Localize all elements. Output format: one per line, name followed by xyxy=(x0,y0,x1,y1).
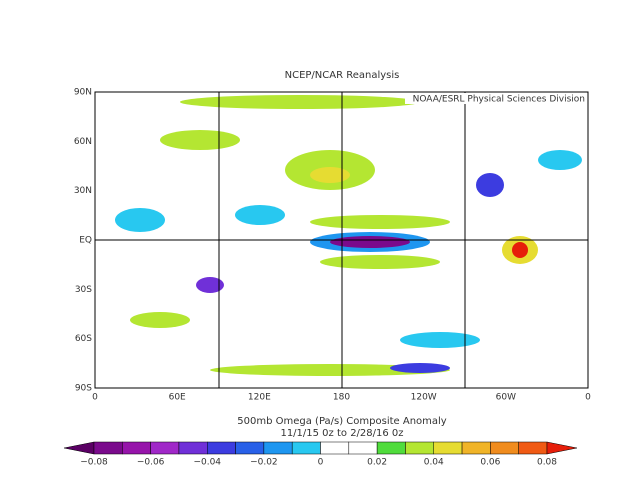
anomaly-fields xyxy=(115,95,582,376)
colorbar-tick-label: −0.04 xyxy=(193,458,221,468)
attribution: NOAA/ESRL Physical Sciences Division xyxy=(413,95,585,105)
colorbar-tick-label: 0.02 xyxy=(367,458,387,468)
lat-label: 30S xyxy=(75,285,92,295)
colorbar-swatch xyxy=(405,441,434,455)
lon-label: 0 xyxy=(585,393,591,403)
colorbar-tick-label: 0.06 xyxy=(480,458,500,468)
colorbar-swatch xyxy=(235,441,265,455)
map-frame xyxy=(94,91,589,389)
lon-label: 0 xyxy=(92,393,98,403)
lon-label: 180 xyxy=(333,393,350,403)
colorbar-swatch xyxy=(348,441,378,455)
lat-label: 60S xyxy=(75,334,92,344)
colorbar-swatch xyxy=(518,441,548,455)
colorbar-tick-label: −0.02 xyxy=(250,458,278,468)
lon-label: 60W xyxy=(496,393,516,403)
colorbar-swatch xyxy=(93,441,123,455)
colorbar-tick-label: 0 xyxy=(318,458,324,468)
colorbar-swatch xyxy=(291,441,321,455)
lon-label: 120E xyxy=(248,393,271,403)
colorbar-arrow xyxy=(63,441,95,455)
caption: 11/1/15 0z to 2/28/16 0z xyxy=(280,428,403,439)
caption: 500mb Omega (Pa/s) Composite Anomaly xyxy=(237,416,447,427)
colorbar-swatch xyxy=(122,441,151,455)
lon-label: 60E xyxy=(169,393,186,403)
colorbar-swatch xyxy=(178,441,208,455)
colorbar-swatch xyxy=(433,441,463,455)
colorbar-swatch xyxy=(150,441,180,455)
colorbar-swatch xyxy=(207,441,236,455)
lat-label: EQ xyxy=(79,236,92,246)
colorbar-arrow xyxy=(546,441,578,455)
colorbar-swatch xyxy=(376,441,406,455)
colorbar-swatch xyxy=(320,441,350,455)
colorbar-swatch xyxy=(490,441,519,455)
colorbar-tick-label: 0.04 xyxy=(424,458,444,468)
grid-lines xyxy=(95,92,588,388)
colorbar-tick-label: 0.08 xyxy=(537,458,557,468)
colorbar-swatch xyxy=(263,441,293,455)
colorbar-swatch xyxy=(461,441,491,455)
lat-label: 30N xyxy=(74,186,92,196)
lon-label: 120W xyxy=(411,393,437,403)
lat-label: 90N xyxy=(74,88,92,98)
lat-label: 60N xyxy=(74,137,92,147)
title: NCEP/NCAR Reanalysis xyxy=(285,70,400,81)
lat-label: 90S xyxy=(75,384,92,394)
colorbar-tick-label: −0.06 xyxy=(137,458,165,468)
attribution-box xyxy=(405,93,587,104)
colorbar-tick-label: −0.08 xyxy=(80,458,108,468)
